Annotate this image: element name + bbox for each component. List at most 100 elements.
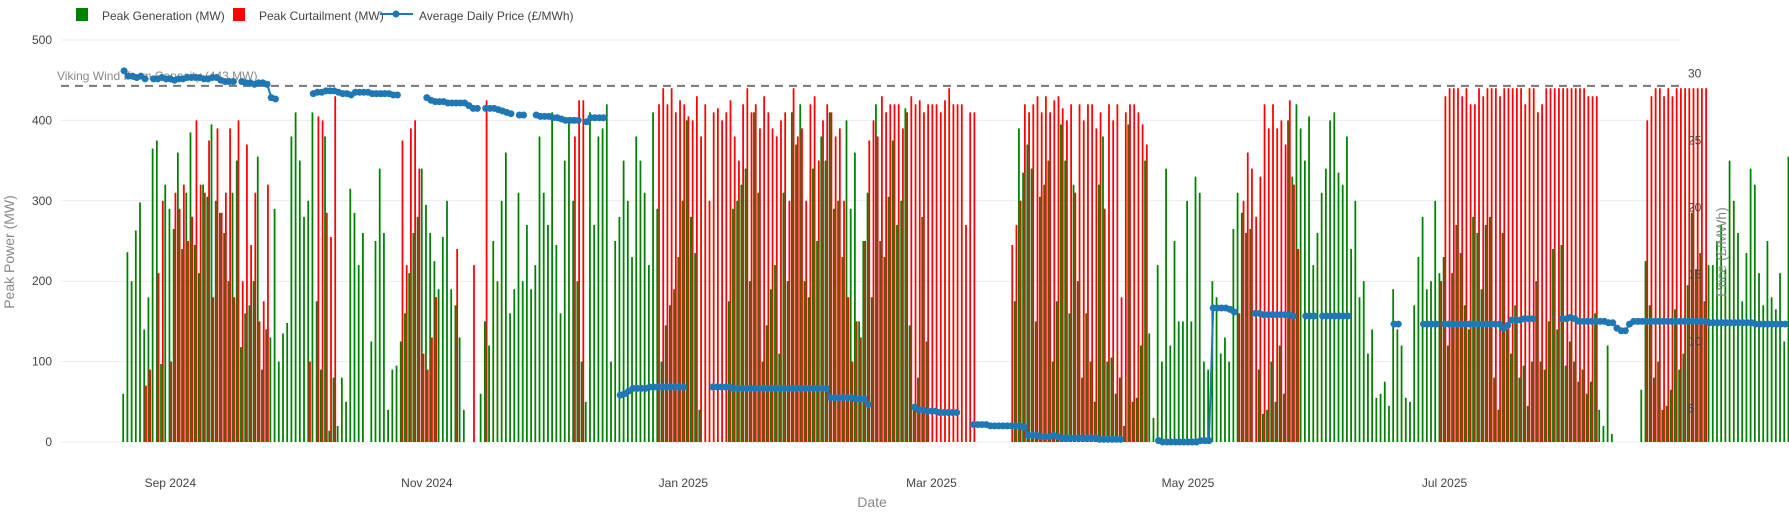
overlap-bar — [1245, 232, 1248, 442]
generation-bar — [1585, 393, 1588, 442]
price-point — [1529, 315, 1537, 323]
x-axis-title: Date — [857, 494, 887, 510]
price-point — [1230, 308, 1238, 316]
overlap-bar — [808, 297, 811, 442]
price-point — [507, 110, 515, 118]
curtailment-bar — [679, 100, 681, 443]
price-layer — [120, 67, 1789, 446]
generation-bar — [744, 168, 747, 442]
legend-price-label[interactable]: Average Daily Price (£/MWh) — [419, 9, 574, 23]
overlap-bar — [1582, 369, 1585, 442]
generation-bar — [1690, 212, 1693, 442]
generation-bar — [1110, 357, 1113, 442]
generation-bar — [757, 192, 760, 442]
curtailment-bar — [1263, 104, 1266, 442]
overlap-bar — [245, 313, 247, 442]
generation-bar — [328, 430, 331, 442]
generation-bar — [1177, 321, 1180, 442]
generation-bar — [593, 224, 596, 442]
overlap-bar — [1578, 381, 1580, 442]
curtailment-bar — [1520, 88, 1522, 443]
generation-bar — [492, 241, 495, 442]
price-point — [953, 409, 961, 417]
curtailment-bar — [1583, 88, 1586, 443]
generation-bar — [862, 241, 865, 442]
overlap-bar — [1056, 301, 1059, 442]
generation-bar — [1173, 241, 1176, 442]
x-tick-label: May 2025 — [1162, 476, 1215, 490]
capacity-reference: Viking Wind Farm Capacity (443 MW) — [57, 69, 1680, 87]
overlap-bar — [1132, 401, 1135, 442]
overlap-bar — [1679, 369, 1681, 442]
generation-bar — [345, 401, 347, 442]
generation-bar — [1371, 329, 1374, 442]
generation-bar — [761, 361, 764, 442]
legend-curtailment-label[interactable]: Peak Curtailment (MW) — [259, 9, 384, 23]
generation-bar — [1606, 345, 1609, 442]
generation-bar — [1409, 401, 1411, 442]
overlap-bar — [817, 241, 819, 442]
curtailment-bar — [750, 112, 753, 443]
overlap-bar — [1666, 405, 1669, 442]
generation-bar — [614, 241, 617, 442]
overlap-bar — [1674, 309, 1677, 442]
curtailment-bar — [578, 100, 581, 443]
overlap-bar — [1531, 361, 1534, 442]
generation-bar — [1194, 176, 1197, 442]
price-point — [141, 75, 149, 83]
generation-bar — [1388, 405, 1390, 442]
curtailment-bar — [1595, 96, 1598, 442]
generation-bar — [1753, 184, 1756, 442]
legend-curtailment-swatch[interactable] — [233, 8, 245, 21]
generation-bar — [1766, 241, 1769, 442]
price-point — [393, 91, 401, 99]
generation-bar — [1152, 417, 1155, 442]
overlap-bar — [156, 273, 159, 442]
overlap-bar — [1502, 232, 1505, 442]
generation-bar — [517, 192, 520, 442]
generation-bar — [370, 341, 373, 442]
generation-bar — [841, 257, 844, 442]
overlap-bar — [880, 241, 882, 442]
generation-bar — [496, 281, 499, 442]
curtailment-bar — [695, 96, 698, 442]
curtailment-bar — [960, 104, 963, 442]
legend-price-marker[interactable] — [392, 10, 400, 18]
curtailment-bar — [309, 361, 311, 442]
overlap-bar — [678, 257, 681, 442]
generation-bar — [151, 148, 154, 443]
generation-bar — [1127, 124, 1130, 443]
generation-bar — [1102, 136, 1104, 443]
legend-generation-label[interactable]: Peak Generation (MW) — [102, 9, 225, 23]
legend-generation-swatch[interactable] — [76, 8, 88, 21]
overlap-bar — [1128, 124, 1131, 443]
curtailment-bar — [1650, 96, 1653, 442]
curtailment-bar — [1558, 88, 1560, 443]
y-left-tick-label: 300 — [32, 194, 52, 208]
generation-bar — [437, 289, 440, 442]
generation-bar — [1324, 168, 1327, 442]
overlap-bar — [228, 281, 231, 442]
curtailment-bar — [691, 120, 694, 443]
overlap-bar — [421, 353, 424, 442]
overlap-bar — [657, 208, 660, 442]
generation-bar — [526, 224, 528, 442]
generation-bar — [547, 224, 549, 442]
overlap-bar — [1447, 345, 1450, 442]
generation-bar — [387, 409, 390, 442]
price-point — [271, 95, 279, 103]
generation-bar — [1160, 361, 1163, 442]
generation-bar — [660, 361, 663, 442]
x-tick-label: Jul 2025 — [1422, 476, 1468, 490]
overlap-bar — [1569, 341, 1572, 442]
overlap-bar — [207, 196, 210, 442]
generation-bar — [509, 313, 511, 442]
generation-bar — [1169, 345, 1172, 442]
generation-bar — [1375, 397, 1378, 442]
curtailment-bar — [1654, 88, 1657, 443]
curtailment-bar — [1667, 88, 1670, 443]
curtailment-bar — [1663, 96, 1665, 442]
curtailment-bar — [876, 136, 879, 443]
y-left-tick-label: 200 — [32, 274, 52, 288]
overlap-bar — [1086, 313, 1088, 442]
